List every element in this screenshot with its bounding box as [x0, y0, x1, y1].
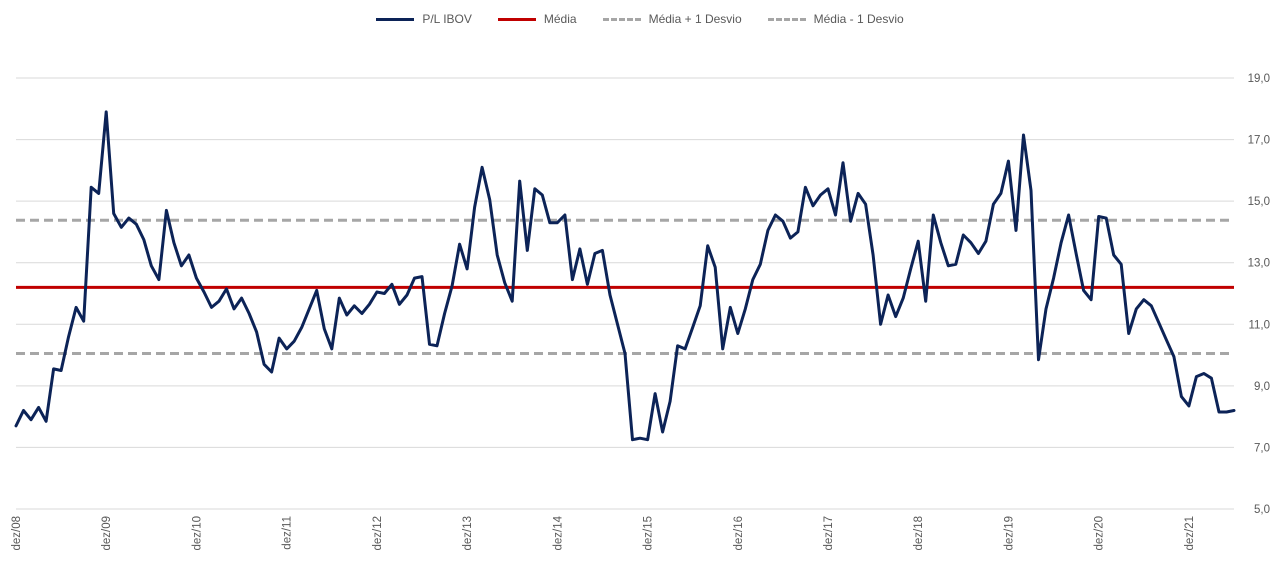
legend-item-media-plus: Média + 1 Desvio [602, 12, 742, 26]
y-tick-label: 5,0 [1254, 504, 1270, 516]
x-tick-label: dez/09 [101, 516, 113, 551]
legend-swatch-media-minus [767, 17, 806, 21]
x-tick-label: dez/17 [823, 516, 835, 551]
chart-legend: P/L IBOV Média Média + 1 Desvio Média - … [0, 12, 1280, 26]
series-lines [14, 110, 1236, 442]
x-tick-label: dez/14 [552, 515, 564, 550]
legend-item-media: Média [497, 12, 577, 26]
y-tick-label: 15,0 [1248, 196, 1270, 208]
x-tick-label: dez/16 [733, 516, 745, 551]
legend-item-pl-ibov: P/L IBOV [376, 12, 472, 26]
legend-label-media: Média [543, 12, 577, 26]
y-tick-label: 7,0 [1254, 442, 1270, 454]
x-tick-label: dez/20 [1094, 516, 1106, 551]
x-tick-label: dez/13 [462, 516, 474, 551]
x-tick-label: dez/19 [1003, 516, 1015, 551]
x-tick-label: dez/12 [372, 516, 384, 551]
y-tick-label: 11,0 [1248, 319, 1270, 331]
y-tick-label: 9,0 [1254, 381, 1270, 393]
y-tick-label: 17,0 [1248, 135, 1270, 147]
legend-swatch-media [497, 17, 536, 21]
legend-label-media-minus: Média - 1 Desvio [813, 12, 904, 26]
legend-label-media-plus: Média + 1 Desvio [648, 12, 742, 26]
x-tick-label: dez/08 [11, 516, 23, 551]
y-tick-label: 13,0 [1248, 258, 1270, 270]
x-tick-label: dez/15 [643, 516, 655, 551]
legend-item-media-minus: Média - 1 Desvio [767, 12, 904, 26]
x-tick-label: dez/11 [282, 516, 294, 550]
y-tick-label: 19,0 [1248, 73, 1270, 85]
x-tick-label: dez/21 [1184, 516, 1196, 551]
x-tick-label: dez/10 [191, 516, 203, 551]
legend-swatch-pl-ibov [376, 17, 415, 21]
legend-swatch-media-plus [602, 17, 641, 21]
legend-label-pl-ibov: P/L IBOV [422, 12, 472, 26]
x-tick-label: dez/18 [913, 516, 925, 551]
y-axis-ticks: 5,0 7,0 9,0 11,0 13,0 15,0 17,0 19,0 [1248, 73, 1270, 516]
x-axis-ticks: dez/08 dez/09 dez/10 dez/11 dez/12 dez/13 dez/… [11, 515, 1196, 550]
pl-ibov-series-line [14, 110, 1236, 442]
